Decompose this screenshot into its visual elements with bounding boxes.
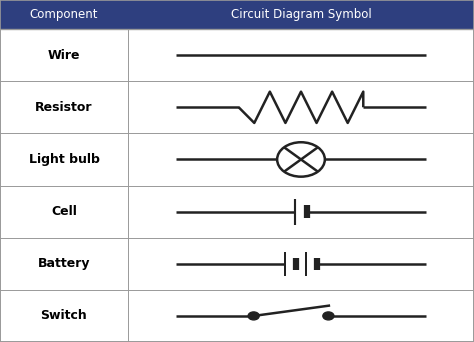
Text: Light bulb: Light bulb [28,153,100,166]
Circle shape [248,312,259,320]
Text: Battery: Battery [38,257,90,270]
Text: Circuit Diagram Symbol: Circuit Diagram Symbol [231,8,371,21]
Text: Component: Component [30,8,98,21]
Text: Switch: Switch [41,310,87,323]
Text: Resistor: Resistor [35,101,93,114]
Bar [0,0,474,29]
Circle shape [323,312,334,320]
Text: Cell: Cell [51,205,77,218]
Text: Wire: Wire [48,49,80,62]
